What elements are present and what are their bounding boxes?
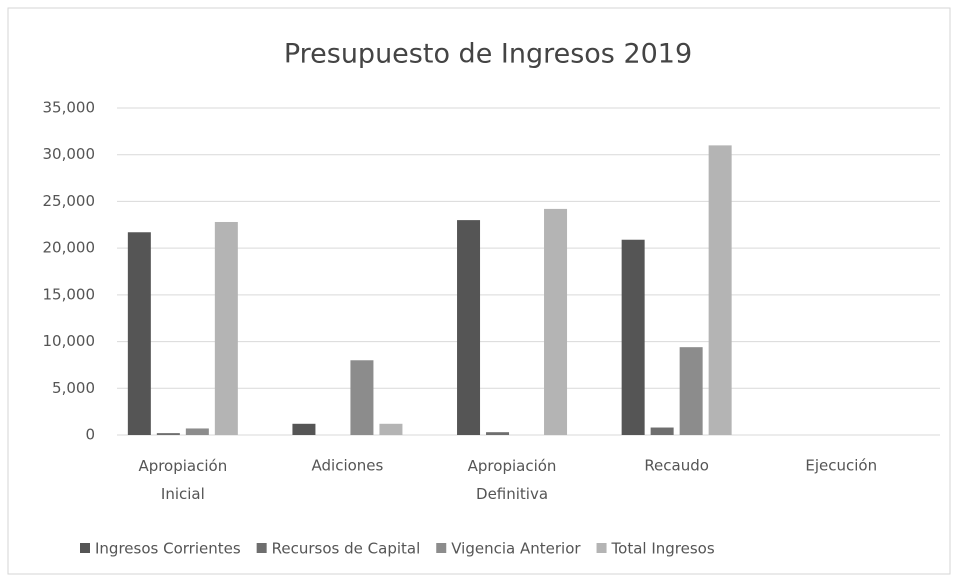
y-tick-label: 25,000	[43, 192, 96, 210]
y-tick-label: 30,000	[43, 145, 96, 163]
legend-swatch	[256, 543, 267, 553]
bar	[486, 432, 510, 435]
bar	[185, 428, 209, 435]
x-tick-label: Adiciones	[312, 457, 384, 475]
bar	[621, 239, 645, 435]
bar	[708, 145, 732, 435]
legend-swatch	[80, 543, 90, 553]
legend-swatch	[596, 543, 607, 553]
bar	[350, 360, 374, 435]
chart-title: Presupuesto de Ingresos 2019	[284, 39, 692, 70]
x-tick-label: Apropiación Inicial	[138, 457, 227, 503]
x-tick-label-line: Inicial	[161, 485, 205, 503]
legend-label: Recursos de Capital	[272, 540, 421, 558]
legend-label: Vigencia Anterior	[451, 540, 581, 558]
x-tick-label-line: Apropiación	[138, 457, 227, 475]
bar	[127, 232, 151, 435]
x-tick-label: Apropiación Definitiva	[468, 457, 557, 503]
legend-label: Total Ingresos	[611, 540, 715, 558]
bar	[156, 433, 180, 435]
x-tick-label-line: Definitiva	[476, 485, 548, 503]
y-tick-label: 20,000	[43, 239, 96, 257]
y-tick-label: 15,000	[43, 285, 96, 303]
y-tick-label: 5,000	[52, 379, 95, 397]
bar	[544, 208, 568, 435]
bar	[650, 427, 674, 435]
y-tick-label: 10,000	[43, 332, 96, 350]
legend-label: Ingresos Corrientes	[95, 540, 241, 558]
x-tick-label-line: Apropiación	[468, 457, 557, 475]
bar	[457, 220, 481, 435]
x-tick-label: Ejecución	[805, 457, 877, 475]
bar	[292, 423, 316, 435]
y-tick-label: 35,000	[43, 99, 96, 117]
x-tick-label: Recaudo	[644, 457, 709, 475]
bar	[379, 423, 403, 435]
bar	[214, 221, 238, 435]
legend-swatch	[436, 543, 447, 553]
y-tick-label: 0	[85, 426, 95, 444]
bar	[679, 347, 703, 435]
